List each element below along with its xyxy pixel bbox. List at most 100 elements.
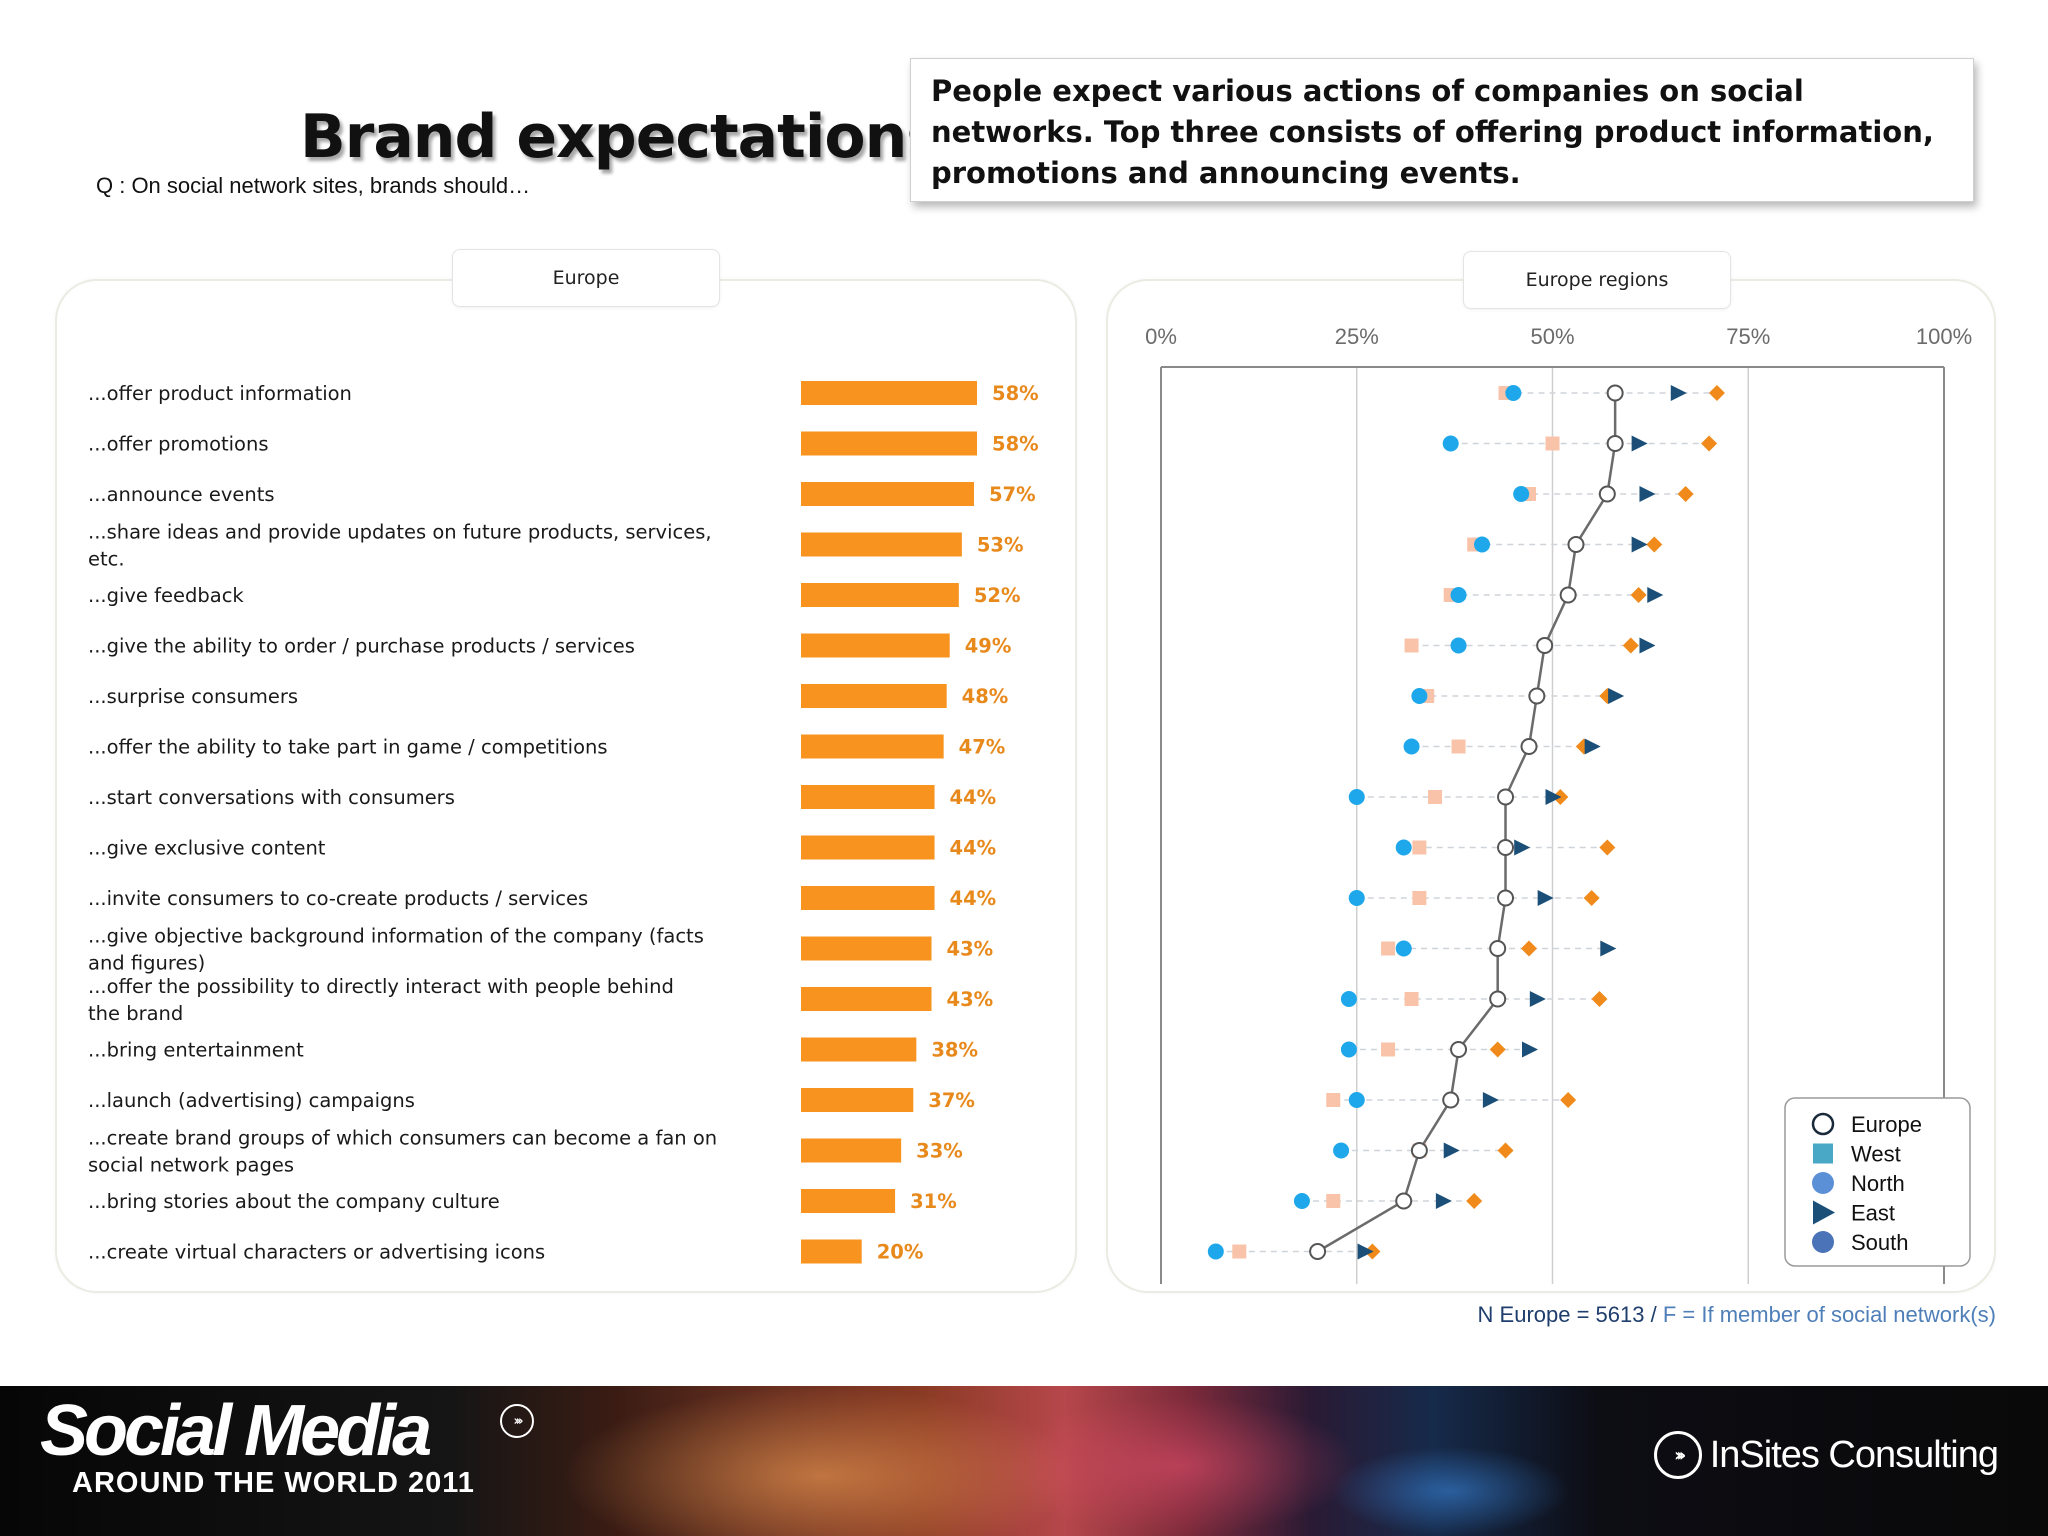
south-marker [1599, 839, 1616, 856]
north-marker [1403, 738, 1420, 755]
europe-marker [1442, 1091, 1460, 1109]
category-label: ...create virtual characters or advertis… [88, 1241, 545, 1264]
north-marker [1340, 1041, 1357, 1058]
west-marker [1381, 941, 1396, 956]
category-label-line: ...offer the possibility to directly int… [88, 975, 674, 998]
west-marker [1412, 840, 1427, 855]
north-marker [1348, 789, 1365, 805]
bar [801, 583, 959, 607]
category-label: ...share ideas and provide updates on fu… [88, 521, 712, 571]
category-label: ...give feedback [88, 584, 244, 607]
bar-value-label: 44% [950, 837, 997, 860]
forward-arrows-icon: ››› [500, 1404, 534, 1438]
east-marker [1584, 738, 1601, 755]
legend-west-symbol [1813, 1143, 1833, 1164]
bar-value-label: 57% [989, 483, 1036, 506]
legend-label: West [1851, 1142, 1901, 1167]
category-label: ...announce events [88, 483, 275, 506]
europe-marker [1489, 940, 1507, 957]
north-marker [1207, 1243, 1224, 1260]
legend-east-symbol [1813, 1200, 1835, 1225]
east-marker [1631, 536, 1648, 553]
legend: Europe West North East South [1784, 1097, 1971, 1267]
bar [801, 684, 947, 708]
category-label: ...offer the possibility to directly int… [88, 975, 674, 1025]
europe-marker [1450, 1041, 1468, 1058]
bar-value-label: 44% [950, 786, 997, 809]
south-marker [1701, 435, 1718, 452]
europe-regions-dot-chart: 0% 25% 50% 75% 100% Europe West North East South [1145, 324, 1972, 1284]
footer-photo-glow [1330, 1446, 1570, 1536]
category-label: ...start conversations with consumers [88, 786, 455, 809]
sample-size-note: N Europe = 5613 / F = If member of socia… [1478, 1302, 1996, 1328]
bar [801, 431, 978, 456]
legend-box [1784, 1097, 1971, 1267]
europe-marker [1410, 1142, 1428, 1159]
europe-bar-chart: ...offer product information 58% ...offer … [88, 381, 1039, 1264]
europe-marker [1489, 990, 1507, 1008]
europe-marker [1497, 889, 1515, 907]
category-label-line: ...create brand groups of which consumer… [88, 1127, 717, 1150]
company-name: InSites Consulting [1709, 1433, 1999, 1476]
west-marker [1381, 1042, 1396, 1057]
south-marker [1497, 1142, 1514, 1159]
north-marker [1505, 385, 1522, 401]
category-label: ...bring stories about the company cultu… [88, 1190, 500, 1213]
legend-north-symbol [1812, 1172, 1834, 1194]
bar-value-label: 47% [959, 736, 1006, 759]
west-marker [1404, 638, 1419, 653]
south-marker [1560, 1092, 1577, 1108]
bar-value-label: 49% [965, 635, 1012, 658]
east-marker [1443, 1142, 1460, 1159]
category-label-line: etc. [88, 548, 125, 571]
bar [801, 785, 935, 809]
south-marker [1489, 1041, 1506, 1058]
legend-label: South [1851, 1230, 1909, 1255]
west-marker [1326, 1194, 1341, 1208]
social-media-logo: Social Media AROUND THE WORLD 2011 [40, 1394, 475, 1498]
europe-marker [1497, 839, 1515, 856]
west-marker [1326, 1093, 1341, 1107]
europe-series-line [1316, 393, 1617, 1253]
category-label: ...give exclusive content [88, 837, 326, 860]
north-marker [1293, 1193, 1310, 1209]
bar [801, 1189, 896, 1213]
category-label: ...surprise consumers [88, 685, 298, 708]
south-marker [1677, 486, 1694, 502]
legend-label: North [1851, 1171, 1905, 1196]
sample-size-text: N Europe = 5613 / [1477, 1302, 1657, 1327]
east-marker [1670, 385, 1687, 401]
category-label: ...offer promotions [88, 433, 269, 456]
north-marker [1348, 1092, 1365, 1108]
bar [801, 633, 950, 658]
bar-value-label: 43% [947, 988, 994, 1011]
north-marker [1411, 688, 1428, 704]
category-label: ...bring entertainment [88, 1039, 304, 1062]
bar [801, 381, 978, 405]
south-marker [1646, 536, 1663, 553]
europe-marker [1559, 586, 1577, 604]
north-marker [1340, 991, 1357, 1007]
south-marker [1591, 991, 1608, 1007]
north-marker [1474, 536, 1491, 553]
north-marker [1450, 587, 1467, 603]
survey-question: Q : On social network sites, brands shou… [96, 173, 531, 198]
x-tick-label: 100% [1916, 324, 1972, 349]
brand-title: Social Media [40, 1391, 432, 1471]
category-label: ...create brand groups of which consumer… [88, 1127, 717, 1177]
south-marker [1583, 890, 1600, 906]
east-marker [1529, 991, 1546, 1007]
east-marker [1357, 1243, 1374, 1260]
legend-label: Europe [1851, 1112, 1922, 1137]
east-marker [1631, 435, 1648, 452]
key-finding-callout: People expect various actions of compani… [910, 58, 1974, 202]
page-title: Brand expectations [300, 102, 942, 172]
south-marker [1630, 587, 1647, 603]
insites-logo: ››› InSites Consulting [1653, 1431, 1999, 1479]
east-marker [1435, 1193, 1452, 1209]
east-marker [1608, 688, 1625, 704]
bar-value-label: 48% [962, 685, 1009, 708]
north-marker [1442, 435, 1459, 452]
legend-south-symbol [1812, 1231, 1834, 1253]
bar-value-label: 58% [992, 382, 1039, 405]
